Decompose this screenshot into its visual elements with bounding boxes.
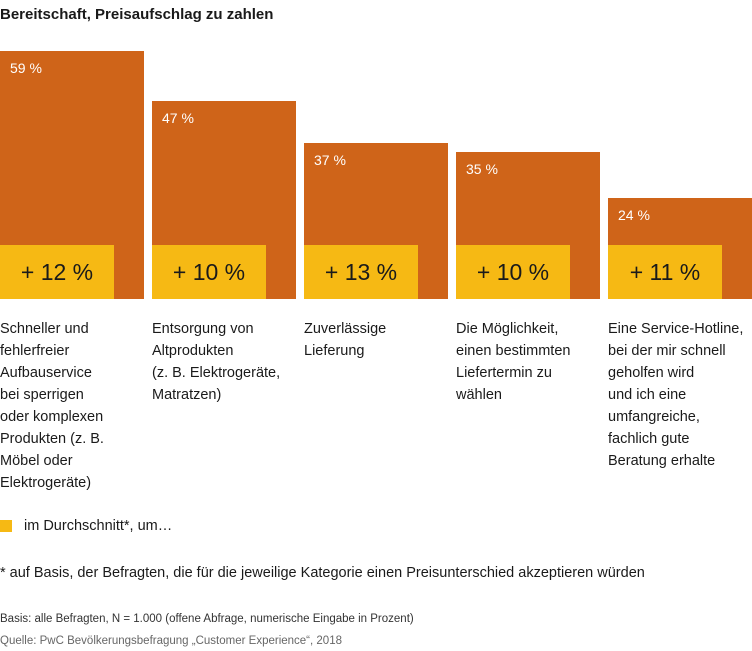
bar-value-label-1: 59 % xyxy=(10,60,42,76)
category-label-line: fachlich gute xyxy=(608,431,690,447)
average-badge-1: + 12 % xyxy=(0,245,114,299)
category-label-line: Die Möglichkeit, xyxy=(456,321,559,337)
average-badge-4: + 10 % xyxy=(456,245,570,299)
average-badge-2: + 10 % xyxy=(152,245,266,299)
category-label-line: und ich eine xyxy=(608,387,687,403)
category-label-line: Liefertermin zu xyxy=(456,365,552,381)
bar-value-label-4: 35 % xyxy=(466,160,498,177)
legend-swatch xyxy=(0,520,12,532)
average-badge-5: + 11 % xyxy=(608,245,722,299)
bar-chart: 59 % + 12 % 47 % + 10 % 37 % + 13 % 35 % + 10 %… xyxy=(0,0,752,300)
footnote: * auf Basis, der Befragten, die für die … xyxy=(0,565,645,581)
category-label-line: Möbel oder xyxy=(0,453,73,469)
category-label-line: oder komplexen xyxy=(0,409,104,425)
category-label-line: Matratzen) xyxy=(152,387,222,403)
category-label-line: bei der mir schnell xyxy=(608,343,726,359)
category-label-line: (z. B. Elektrogeräte, xyxy=(152,365,281,381)
category-label-5: Eine Service-Hotline, bei der mir schnell… xyxy=(608,318,748,472)
category-label-line: einen bestimmten xyxy=(456,343,571,359)
bar-value-label-5: 24 % xyxy=(618,207,650,224)
category-label-line: Elektrogeräte) xyxy=(0,475,92,491)
legend: im Durchschnitt*, um… xyxy=(0,518,172,534)
category-label-line: wählen xyxy=(456,387,502,403)
chart-title: Bereitschaft, Preisaufschlag zu zahlen xyxy=(0,6,274,23)
category-label-4: Die Möglichkeit, einen bestimmten Lieferte… xyxy=(456,318,596,406)
bar-value-label-3: 37 % xyxy=(314,152,346,169)
category-label-line: Entsorgung von xyxy=(152,321,254,337)
category-label-3: Zuverlässige Lieferung xyxy=(304,318,444,362)
category-label-1: Schneller und fehlerfreier Aufbauservice be… xyxy=(0,318,140,494)
category-label-line: fehlerfreier xyxy=(0,343,70,359)
source-note: Quelle: PwC Bevölkerungsbefragung „Custo… xyxy=(0,635,342,647)
category-label-line: umfangreiche, xyxy=(608,409,700,425)
category-label-line: Altprodukten xyxy=(152,343,234,359)
category-label-line: bei sperrigen xyxy=(0,387,84,403)
bar-value-label-2: 47 % xyxy=(162,110,194,127)
category-label-line: geholfen wird xyxy=(608,365,695,381)
average-badge-3: + 13 % xyxy=(304,245,418,299)
category-label-line: Beratung erhalte xyxy=(608,453,716,469)
category-label-line: Schneller und xyxy=(0,321,89,337)
basis-note: Basis: alle Befragten, N = 1.000 (offene… xyxy=(0,613,414,625)
category-label-2: Entsorgung von Altprodukten (z. B. Elektro… xyxy=(152,318,292,406)
category-label-line: Produkten (z. B. xyxy=(0,431,104,447)
category-label-line: Aufbauservice xyxy=(0,365,92,381)
category-label-line: Eine Service-Hotline, xyxy=(608,321,744,337)
category-label-line: Lieferung xyxy=(304,343,365,359)
category-label-line: Zuverlässige xyxy=(304,321,387,337)
legend-label: im Durchschnitt*, um… xyxy=(24,518,173,534)
